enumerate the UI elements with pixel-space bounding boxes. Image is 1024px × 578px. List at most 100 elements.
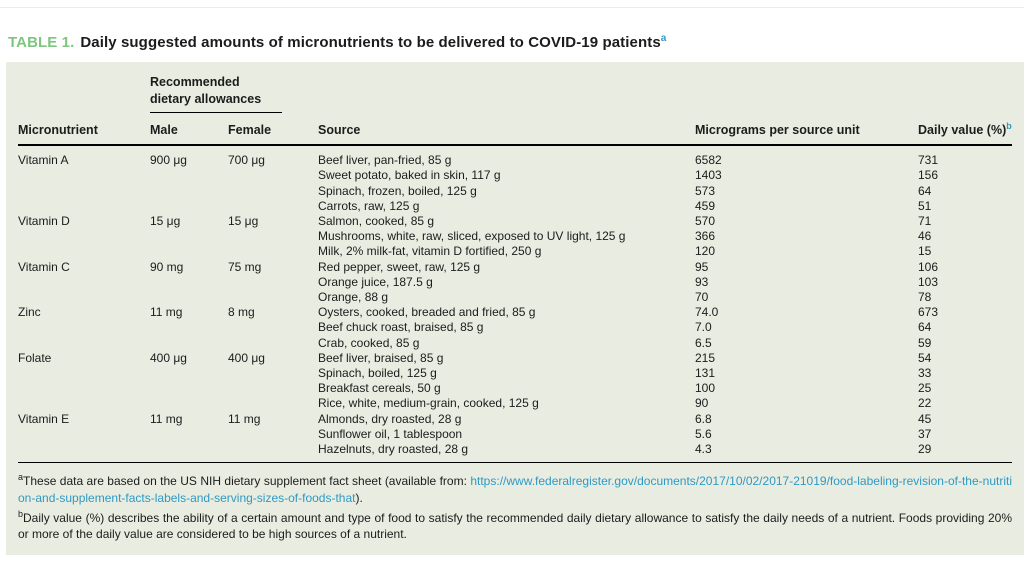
male-rda-cell <box>150 320 228 335</box>
micronutrient-cell <box>18 168 150 183</box>
daily-value-cell: 71 <box>918 213 932 228</box>
micrograms-cell: 7.0 <box>695 320 712 335</box>
micronutrient-cell <box>18 366 150 381</box>
male-rda-cell: 400 μg <box>150 350 187 365</box>
male-rda-cell <box>150 442 228 457</box>
micronutrient-cell <box>18 184 150 199</box>
daily-value-cell: 64 <box>918 320 932 335</box>
micronutrient-cell: Folate <box>18 350 52 365</box>
micronutrient-cell: Vitamin E <box>18 411 70 426</box>
micrograms-cell: 366 <box>695 229 716 244</box>
source-cell: Orange, 88 g <box>318 289 389 304</box>
micrograms-cell: 215 <box>695 350 716 365</box>
micrograms-cell: 120 <box>695 244 716 259</box>
micronutrients-table: Recommended dietary allowances Micronutr… <box>18 74 1012 457</box>
micrograms-cell: 459 <box>695 198 716 213</box>
micronutrient-cell: Vitamin D <box>18 213 70 228</box>
daily-value-cell: 106 <box>918 259 939 274</box>
female-rda-cell <box>228 396 318 411</box>
column-header-micrograms: Micrograms per source unit <box>695 121 918 147</box>
male-rda-cell <box>150 427 228 442</box>
daily-value-cell: 37 <box>918 426 932 441</box>
daily-value-cell: 731 <box>918 153 939 168</box>
micrograms-cell: 90 <box>695 396 709 411</box>
group-header-spacer <box>18 74 150 121</box>
micrograms-cell: 131 <box>695 366 716 380</box>
footnote-a-link[interactable]: https://www.federalregister.gov/document… <box>18 474 1012 505</box>
micrograms-cell: 95 <box>695 259 709 274</box>
source-cell: Red pepper, sweet, raw, 125 g <box>318 259 481 274</box>
table-body: Vitamin A 900 μg 700 μg Beef liver, pan-fri… <box>18 145 1012 457</box>
table-row: Folate 400 μg 400 μg Beef liver, braised, 8… <box>18 351 1012 366</box>
source-cell: Crab, cooked, 85 g <box>318 335 420 350</box>
daily-value-cell: 51 <box>918 198 932 213</box>
source-cell: Hazelnuts, dry roasted, 28 g <box>318 442 469 457</box>
female-rda-cell: 75 mg <box>228 259 262 274</box>
column-header-source: Source <box>318 121 695 147</box>
source-cell: Sweet potato, baked in skin, 117 g <box>318 168 501 183</box>
micrograms-cell: 1403 <box>695 168 722 183</box>
micronutrient-cell: Zinc <box>18 305 41 320</box>
female-rda-cell: 11 mg <box>228 411 261 426</box>
male-rda-cell <box>150 184 228 199</box>
source-cell: Mushrooms, white, raw, sliced, exposed t… <box>318 229 626 244</box>
title-footnote-marker: a <box>660 33 667 44</box>
column-header-daily-value: Daily value (%)b <box>918 121 1012 147</box>
micronutrient-cell <box>18 229 150 244</box>
micrograms-cell: 74.0 <box>695 305 719 320</box>
micronutrient-cell: Vitamin C <box>18 259 70 274</box>
table-panel: Recommended dietary allowances Micronutr… <box>6 62 1024 555</box>
column-header-row: Micronutrient Male Female Source Microgr… <box>18 121 1012 147</box>
source-cell: Beef chuck roast, braised, 85 g <box>318 320 484 335</box>
group-header-cell: Recommended dietary allowances <box>150 74 318 121</box>
rda-group-label: Recommended dietary allowances <box>150 74 282 113</box>
daily-value-cell: 673 <box>918 305 939 320</box>
source-cell: Sunflower oil, 1 tablespoon <box>318 426 463 441</box>
female-rda-cell <box>228 184 318 199</box>
table-row: Orange juice, 187.5 g 93 103 <box>18 275 1012 290</box>
source-cell: Rice, white, medium-grain, cooked, 125 g <box>318 396 539 411</box>
daily-value-cell: 15 <box>918 244 932 259</box>
female-rda-cell <box>228 275 318 290</box>
table-row: Rice, white, medium-grain, cooked, 125 g… <box>18 396 1012 411</box>
micronutrient-cell: Vitamin A <box>18 153 69 168</box>
male-rda-cell <box>150 168 228 183</box>
table-row: Zinc 11 mg 8 mg Oysters, cooked, breaded an… <box>18 305 1012 320</box>
micronutrient-cell <box>18 244 150 259</box>
micrograms-cell: 5.6 <box>695 426 712 441</box>
female-rda-cell <box>228 381 318 396</box>
footnote-b: bDaily value (%) describes the ability o… <box>18 509 1012 542</box>
source-cell: Salmon, cooked, 85 g <box>318 213 435 228</box>
female-rda-cell <box>228 442 318 457</box>
daily-value-cell: 59 <box>918 335 932 350</box>
male-rda-cell: 11 mg <box>150 411 183 426</box>
micrograms-cell: 573 <box>695 183 716 198</box>
page-title: TABLE 1. Daily suggested amounts of micro… <box>8 33 666 51</box>
female-rda-cell <box>228 427 318 442</box>
male-rda-cell <box>150 381 228 396</box>
micronutrient-cell <box>18 396 150 411</box>
source-cell: Breakfast cereals, 50 g <box>318 381 441 396</box>
male-rda-cell <box>150 336 228 351</box>
micronutrient-cell <box>18 442 150 457</box>
source-cell: Spinach, boiled, 125 g <box>318 366 437 380</box>
female-rda-cell <box>228 336 318 351</box>
male-rda-cell <box>150 199 228 214</box>
group-header-row: Recommended dietary allowances <box>18 74 1012 121</box>
micrograms-cell: 6582 <box>695 153 722 168</box>
micronutrient-cell <box>18 290 150 305</box>
daily-value-cell: 33 <box>918 366 932 380</box>
daily-value-cell: 25 <box>918 381 932 396</box>
footnote-a: aThese data are based on the US NIH diet… <box>18 472 1012 505</box>
micrograms-cell: 93 <box>695 274 709 289</box>
female-rda-cell <box>228 244 318 259</box>
group-header-spacer <box>318 74 1012 121</box>
table-row: Spinach, boiled, 125 g 131 33 <box>18 366 1012 381</box>
female-rda-cell <box>228 290 318 305</box>
male-rda-cell <box>150 290 228 305</box>
source-cell: Orange juice, 187.5 g <box>318 274 433 289</box>
table-row: Beef chuck roast, braised, 85 g 7.0 64 <box>18 320 1012 335</box>
footnote-b-marker: b <box>18 509 24 520</box>
table-row: Hazelnuts, dry roasted, 28 g 4.3 29 <box>18 442 1012 457</box>
